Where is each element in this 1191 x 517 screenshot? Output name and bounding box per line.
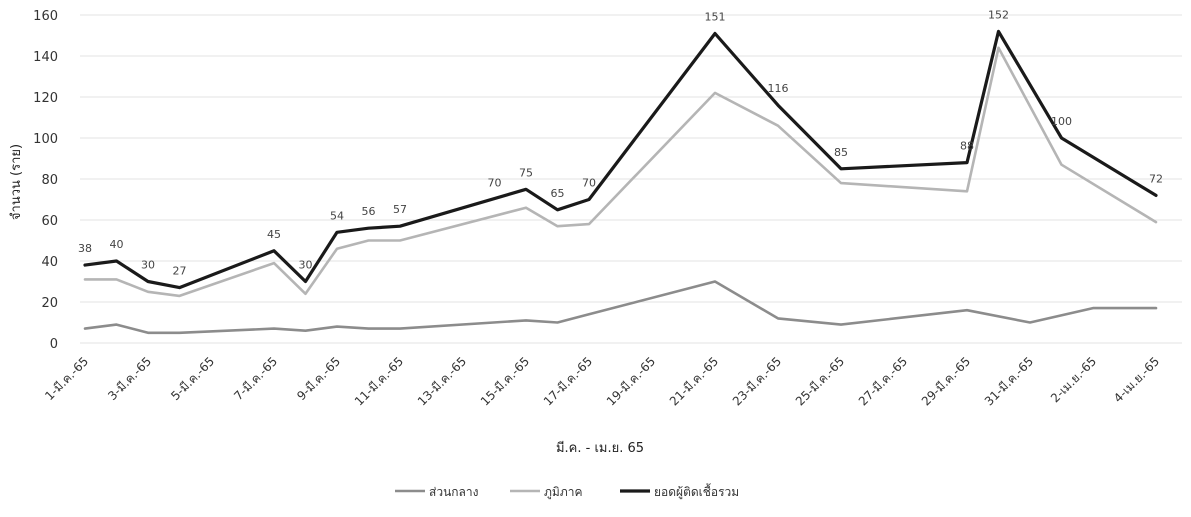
x-tick-label: 29-มี.ค.-65 xyxy=(919,354,973,408)
series-line xyxy=(83,46,1158,298)
data-label: 152 xyxy=(988,8,1009,21)
x-axis-title: มี.ค. - เม.ย. 65 xyxy=(556,440,644,456)
legend: ส่วนกลาง ภูมิภาค ยอดผู้ติดเชื้อรวม xyxy=(395,483,739,500)
data-label: 72 xyxy=(1149,172,1163,185)
y-tick-label: 0 xyxy=(50,337,58,352)
data-label: 40 xyxy=(110,238,124,251)
x-tick-label: 1-มี.ค.-65 xyxy=(42,354,91,403)
x-axis-ticks: 1-มี.ค.-65 3-มี.ค.-65 5-มี.ค.-65 7-มี.ค.-65… xyxy=(42,354,1162,408)
data-label: 70 xyxy=(488,177,502,190)
x-tick-label: 27-มี.ค.-65 xyxy=(856,354,910,408)
data-labels: 38 40 30 27 45 30 54 56 57 70 75 65 70 151 116 85 88 152 1… xyxy=(78,8,1163,277)
data-label: 54 xyxy=(330,209,344,222)
data-label: 65 xyxy=(551,187,565,200)
y-tick-label: 100 xyxy=(33,132,58,147)
legend-label: ส่วนกลาง xyxy=(429,485,478,499)
x-tick-label: 2-เม.ย.-65 xyxy=(1048,354,1099,405)
x-tick-label: 31-มี.ค.-65 xyxy=(982,354,1036,408)
data-label: 75 xyxy=(519,166,533,179)
data-label: 30 xyxy=(299,259,313,272)
x-tick-label: 25-มี.ค.-65 xyxy=(793,354,847,408)
legend-label: ภูมิภาค xyxy=(544,485,583,500)
x-tick-label: 15-มี.ค.-65 xyxy=(478,354,532,408)
x-tick-label: 11-มี.ค.-65 xyxy=(352,354,406,408)
legend-label: ยอดผู้ติดเชื้อรวม xyxy=(654,483,739,500)
x-tick-label: 7-มี.ค.-65 xyxy=(231,354,280,403)
x-tick-label: 17-มี.ค.-65 xyxy=(541,354,595,408)
x-tick-label: 5-มี.ค.-65 xyxy=(168,354,217,403)
data-label: 88 xyxy=(960,140,974,153)
series-lines xyxy=(83,29,1158,335)
x-tick-label: 21-มี.ค.-65 xyxy=(667,354,721,408)
data-label: 56 xyxy=(362,205,376,218)
y-axis-title: จำนวน (ราย) xyxy=(9,144,24,220)
data-label: 30 xyxy=(141,259,155,272)
data-label: 27 xyxy=(173,265,187,278)
x-tick-label: 3-มี.ค.-65 xyxy=(105,354,154,403)
x-tick-label: 23-มี.ค.-65 xyxy=(730,354,784,408)
x-tick-label: 19-มี.ค.-65 xyxy=(604,354,658,408)
data-label: 70 xyxy=(582,177,596,190)
data-label: 85 xyxy=(834,146,848,159)
y-tick-label: 60 xyxy=(41,214,58,229)
data-label: 57 xyxy=(393,203,407,216)
data-label: 38 xyxy=(78,242,92,255)
series-line xyxy=(83,29,1158,290)
y-axis-ticks: 0 20 40 60 80 100 120 140 160 xyxy=(33,9,58,352)
y-tick-label: 20 xyxy=(41,296,58,311)
y-tick-label: 120 xyxy=(33,91,58,106)
x-tick-label: 9-มี.ค.-65 xyxy=(294,354,343,403)
series-line xyxy=(83,280,1158,335)
data-label: 116 xyxy=(768,82,789,95)
y-tick-label: 80 xyxy=(41,173,58,188)
x-tick-label: 4-เม.ย.-65 xyxy=(1111,354,1162,405)
y-tick-label: 40 xyxy=(41,255,58,270)
y-tick-label: 160 xyxy=(33,9,58,24)
y-tick-label: 140 xyxy=(33,50,58,65)
data-label: 100 xyxy=(1051,115,1072,128)
x-tick-label: 13-มี.ค.-65 xyxy=(415,354,469,408)
data-label: 151 xyxy=(705,10,726,23)
data-label: 45 xyxy=(267,228,281,241)
